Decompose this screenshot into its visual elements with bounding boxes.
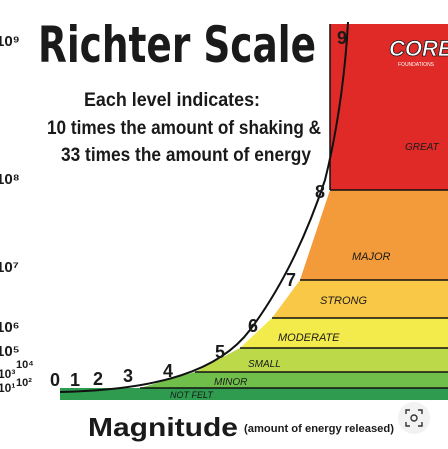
axis-power-label: 10⁵ bbox=[0, 343, 20, 360]
magnitude-number: 1 bbox=[70, 370, 80, 390]
description-line-1: Each level indicates: bbox=[84, 90, 260, 111]
magnitude-number: 4 bbox=[163, 361, 173, 381]
description-line-3: 33 times the amount of energy bbox=[61, 145, 311, 166]
logo-text: CORE bbox=[389, 36, 448, 61]
band-small bbox=[195, 348, 448, 372]
band-label-small: SMALL bbox=[248, 359, 281, 370]
band-label-major: MAJOR bbox=[352, 251, 391, 263]
magnitude-number: 7 bbox=[286, 270, 296, 290]
energy-curve bbox=[59, 21, 349, 393]
band-label-not-felt: NOT FELT bbox=[170, 390, 214, 400]
band-label-strong: STRONG bbox=[320, 295, 368, 307]
band-moderate bbox=[240, 318, 448, 348]
page-title: Richter Scale bbox=[38, 16, 316, 74]
core-foundations-logo: CORE FOUNDATIONS bbox=[389, 36, 448, 68]
magnitude-numbers: 0 1 2 3 4 5 6 7 8 9 bbox=[50, 28, 347, 390]
axis-power-label: 10⁶ bbox=[0, 319, 20, 336]
magnitude-number: 9 bbox=[337, 28, 347, 48]
magnitude-number: 6 bbox=[248, 316, 258, 336]
band-great bbox=[330, 24, 448, 190]
band-strong bbox=[272, 280, 448, 318]
axis-power-label: 10² bbox=[16, 377, 32, 389]
axis-label-note: (amount of energy released) bbox=[244, 423, 394, 435]
axis-power-label: 10⁷ bbox=[0, 259, 19, 276]
band-label-great: GREAT bbox=[405, 142, 440, 153]
band-label-minor: MINOR bbox=[214, 377, 247, 388]
magnitude-bands bbox=[60, 24, 448, 400]
band-not-felt bbox=[60, 388, 448, 400]
axis-power-label: 10¹ bbox=[0, 381, 15, 395]
magnitude-number: 2 bbox=[93, 369, 103, 389]
axis-power-label: 10³ bbox=[0, 367, 15, 381]
magnitude-number: 5 bbox=[215, 342, 225, 362]
lens-icon[interactable] bbox=[398, 402, 430, 434]
band-minor bbox=[140, 372, 448, 388]
magnitude-number: 8 bbox=[315, 182, 325, 202]
band-major bbox=[300, 190, 448, 280]
magnitude-number: 0 bbox=[50, 370, 60, 390]
logo-subtext: FOUNDATIONS bbox=[398, 62, 435, 68]
axis-power-label: 10⁹ bbox=[0, 33, 20, 50]
description-line-2: 10 times the amount of shaking & bbox=[47, 118, 321, 139]
left-axis-labels: 10⁹ 10⁸ 10⁷ 10⁶ 10⁵ 10⁴ 10³ 10² 10¹ bbox=[0, 33, 34, 395]
axis-power-label: 10⁸ bbox=[0, 171, 20, 188]
magnitude-number: 3 bbox=[123, 366, 133, 386]
axis-power-label: 10⁴ bbox=[16, 359, 34, 371]
axis-label-magnitude: Magnitude bbox=[88, 412, 238, 442]
band-label-moderate: MODERATE bbox=[278, 332, 340, 344]
